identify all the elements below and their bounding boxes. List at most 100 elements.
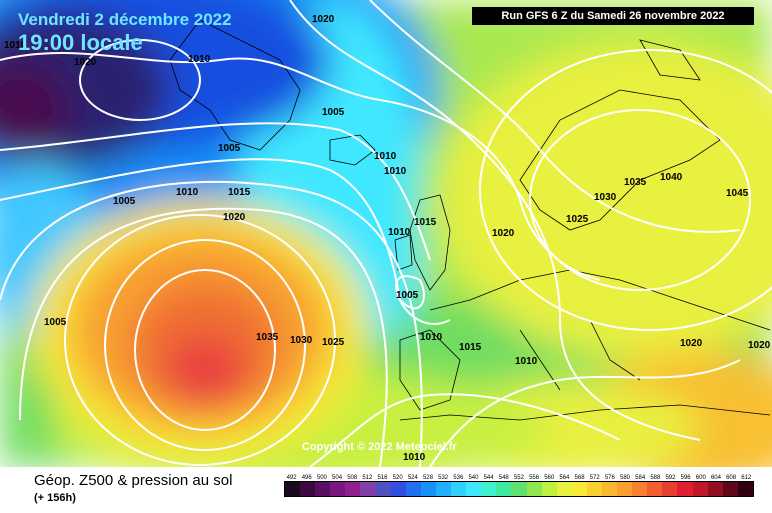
- pressure-geopotential-map: 1020 1010 1020 1005 1005 1010 1010 1005 …: [0, 0, 772, 467]
- legend-tick-label: 564: [559, 475, 570, 481]
- legend-tick-label: 500: [316, 475, 327, 481]
- legend-tick-label: 552: [513, 475, 524, 481]
- isobar-label: 1040: [660, 172, 683, 183]
- british-isles-coast: [409, 194, 451, 291]
- legend-swatch: [360, 482, 376, 496]
- legend-tick-label: 532: [438, 475, 449, 481]
- legend-swatch: [677, 482, 693, 496]
- isobar-label: 1020: [312, 14, 335, 25]
- legend-swatch: [405, 482, 421, 496]
- isobar-label: 1005: [322, 107, 345, 118]
- legend-tick-label: 580: [620, 475, 631, 481]
- isobar-label: 1010: [374, 151, 397, 162]
- legend-tick-label: 544: [483, 475, 494, 481]
- legend-swatch: [315, 482, 331, 496]
- isobar-label: 1035: [256, 332, 279, 343]
- legend-tick-label: 516: [377, 475, 388, 481]
- isobar-label: 1015: [459, 342, 482, 353]
- isobar-label: 1005: [113, 196, 136, 207]
- legend-tick-label: 508: [347, 475, 358, 481]
- color-scale-legend: 492 496 500 504 508 512 516 520 524 528 532 536 540 5…: [284, 475, 754, 497]
- legend-swatch: [420, 482, 436, 496]
- legend-tick-label: 504: [332, 475, 343, 481]
- legend-tick-label: 612: [741, 475, 752, 481]
- legend-tick-label: 568: [574, 475, 585, 481]
- isobar-label: 1035: [624, 177, 647, 188]
- legend-swatch: [345, 482, 361, 496]
- greenland-coast: [169, 19, 301, 151]
- iceland-coast: [329, 134, 376, 166]
- legend-swatch: [586, 482, 602, 496]
- legend-tick-label: 604: [710, 475, 721, 481]
- isobar-label: 1030: [594, 192, 617, 203]
- isobar-label: 1010: [188, 54, 211, 65]
- legend-tick-label: 536: [453, 475, 464, 481]
- isobars: [0, 0, 772, 467]
- isobar-label: 1045: [726, 188, 749, 199]
- legend-tick-label: 524: [407, 475, 418, 481]
- legend-swatch: [526, 482, 542, 496]
- legend-swatch: [617, 482, 633, 496]
- legend-swatch: [330, 482, 346, 496]
- legend-swatch: [285, 482, 301, 496]
- legend-tick-label: 556: [529, 475, 540, 481]
- isobar-label: 1010: [420, 332, 443, 343]
- isobar-label: 1005: [396, 290, 419, 301]
- legend-color-bar: [284, 481, 754, 497]
- valid-date: Vendredi 2 décembre 2022: [18, 10, 232, 29]
- isobar-label: 1020: [492, 228, 515, 239]
- legend-tick-label: 596: [680, 475, 691, 481]
- isobar-label: 1020: [680, 338, 703, 349]
- legend-swatch: [722, 482, 738, 496]
- legend-swatch: [737, 482, 753, 496]
- isobar-label: 1010: [176, 187, 199, 198]
- isobar-label: 1010: [388, 227, 411, 238]
- legend-swatch: [541, 482, 557, 496]
- legend-swatch: [481, 482, 497, 496]
- valid-time: 19:00 locale: [18, 30, 143, 55]
- field-title: Géop. Z500 & pression au sol: [34, 472, 233, 489]
- isobar-label: 1025: [566, 214, 589, 225]
- copyright-notice: Copyright © 2022 Meteociel.fr: [302, 441, 457, 453]
- legend-swatch: [571, 482, 587, 496]
- isobar-label: 1010: [515, 356, 538, 367]
- isobar-label: 1020: [748, 340, 771, 351]
- isobar-label: 1005: [44, 317, 67, 328]
- legend-swatch: [451, 482, 467, 496]
- legend-swatch: [601, 482, 618, 496]
- legend-tick-label: 512: [362, 475, 373, 481]
- legend-tick-label: 540: [468, 475, 479, 481]
- legend-tick-label: 496: [301, 475, 312, 481]
- legend-swatch: [632, 482, 648, 496]
- legend-swatch: [707, 482, 723, 496]
- europe-coast: [399, 269, 771, 411]
- legend-swatch: [435, 482, 452, 496]
- legend-tick-label: 560: [544, 475, 555, 481]
- legend-tick-label: 592: [665, 475, 676, 481]
- legend-tick-label: 572: [589, 475, 600, 481]
- run-info-banner: Run GFS 6 Z du Samedi 26 novembre 2022: [472, 7, 754, 25]
- legend-tick-label: 548: [498, 475, 509, 481]
- isobar-label: 1010: [384, 166, 407, 177]
- legend-swatch: [375, 482, 391, 496]
- isobar-label: 1020: [74, 57, 97, 68]
- legend-swatch: [390, 482, 406, 496]
- map-footer: Géop. Z500 & pression au sol (+ 156h) 49…: [0, 467, 772, 513]
- isobar-label: 1015: [414, 217, 437, 228]
- forecast-horizon: (+ 156h): [34, 492, 76, 504]
- legend-swatch: [692, 482, 708, 496]
- legend-swatch: [466, 482, 482, 496]
- legend-tick-label: 528: [422, 475, 433, 481]
- isobar-label: 1025: [322, 337, 345, 348]
- novaya-zemlya-coast: [639, 39, 701, 81]
- legend-tick-label: 588: [650, 475, 661, 481]
- legend-tick-label: 608: [726, 475, 737, 481]
- isobar-label: 1015: [228, 187, 251, 198]
- legend-swatch: [300, 482, 316, 496]
- legend-swatch: [556, 482, 572, 496]
- isobar-label: 1005: [218, 143, 241, 154]
- ireland-coast: [394, 234, 413, 271]
- legend-swatch: [496, 482, 512, 496]
- legend-tick-label: 520: [392, 475, 403, 481]
